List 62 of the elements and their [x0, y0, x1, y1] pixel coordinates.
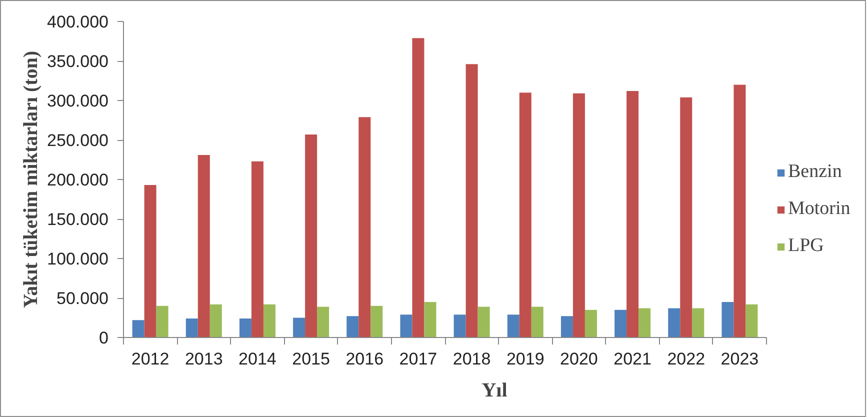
bar	[519, 92, 532, 338]
bar	[346, 316, 359, 338]
bar	[692, 308, 704, 338]
y-tick-label: 0	[99, 328, 109, 348]
bar	[466, 64, 478, 338]
legend-label: Benzin	[788, 161, 842, 183]
x-tick-label: 2014	[238, 350, 276, 368]
bar	[638, 308, 651, 338]
x-tick-label: 2016	[346, 350, 384, 368]
bar	[317, 306, 330, 338]
bar	[614, 310, 627, 338]
bar	[132, 320, 144, 338]
bar	[584, 310, 597, 338]
y-axis-title: Yakıt tüketim miktarları (ton)	[20, 50, 42, 308]
bar	[210, 304, 222, 338]
bar	[370, 306, 383, 338]
bar	[186, 318, 198, 338]
bar	[412, 38, 424, 338]
bar	[198, 155, 210, 338]
bar	[263, 304, 276, 338]
x-tick-label: 2018	[452, 350, 491, 368]
bar	[239, 318, 252, 338]
bar	[400, 314, 412, 338]
x-tick-label: 2013	[184, 350, 223, 368]
x-tick-label: 2012	[131, 350, 170, 368]
y-tick-label: 300.000	[47, 92, 108, 110]
y-tick-label: 200.000	[47, 170, 108, 190]
x-axis-title: Yıl	[482, 380, 508, 402]
bar	[531, 306, 544, 338]
x-tick-label: 2017	[399, 350, 438, 368]
x-tick-label: 2021	[614, 350, 652, 368]
bar	[424, 302, 436, 338]
bar	[251, 161, 264, 338]
y-tick-label: 50.000	[56, 289, 109, 308]
legend-label: Motorin	[788, 198, 850, 220]
legend-label: LPG	[788, 235, 824, 257]
x-tick-label: 2015	[292, 350, 330, 368]
bar	[358, 117, 371, 338]
bar	[680, 97, 692, 338]
bar	[746, 304, 758, 338]
bar	[560, 316, 573, 338]
x-tick-label: 2020	[560, 350, 598, 368]
bar	[144, 185, 156, 338]
y-tick-label: 100.000	[47, 250, 108, 268]
y-tick-label: 250.000	[47, 131, 108, 150]
bar	[668, 308, 680, 338]
y-tick-label: 150.000	[47, 210, 108, 229]
bar	[156, 306, 168, 338]
bar	[478, 306, 490, 338]
bar	[734, 84, 746, 338]
x-tick-label: 2022	[667, 350, 706, 368]
bar	[305, 134, 318, 338]
bar	[293, 318, 306, 338]
x-tick-label: 2019	[506, 350, 544, 368]
bar	[507, 314, 520, 338]
bar	[454, 314, 466, 338]
bar	[722, 302, 734, 338]
y-tick-label: 400.000	[47, 12, 108, 32]
bar	[572, 93, 585, 338]
bar	[626, 91, 639, 338]
y-tick-label: 350.000	[47, 52, 108, 71]
x-tick-label: 2023	[720, 350, 759, 368]
